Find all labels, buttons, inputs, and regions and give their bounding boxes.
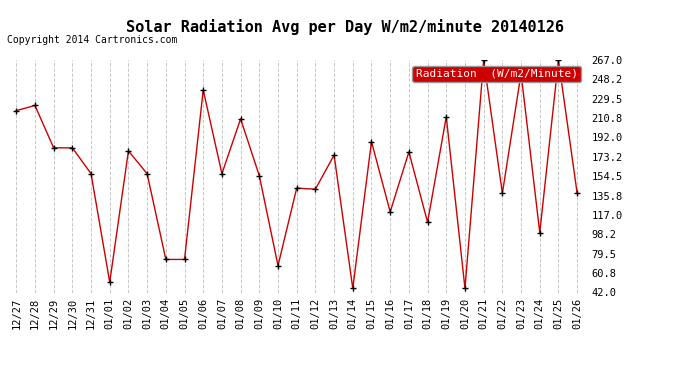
Legend: Radiation  (W/m2/Minute): Radiation (W/m2/Minute)	[413, 66, 581, 82]
Text: Solar Radiation Avg per Day W/m2/minute 20140126: Solar Radiation Avg per Day W/m2/minute …	[126, 19, 564, 35]
Text: Copyright 2014 Cartronics.com: Copyright 2014 Cartronics.com	[7, 35, 177, 45]
